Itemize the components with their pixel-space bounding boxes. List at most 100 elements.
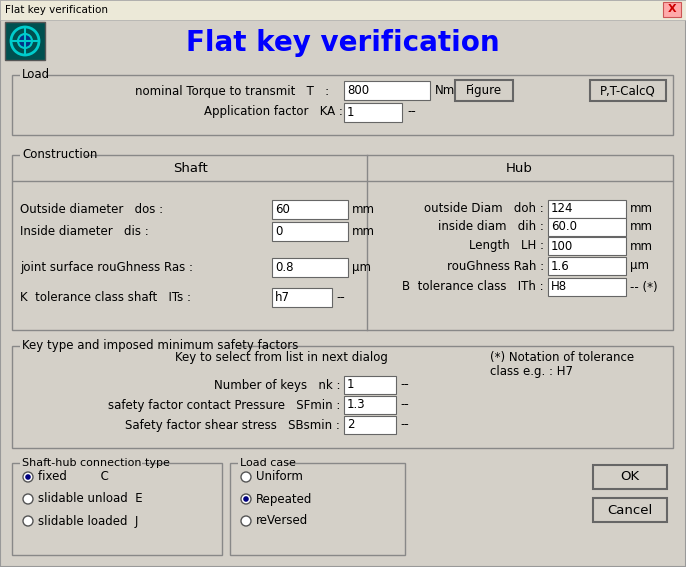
Bar: [12, 346, 673, 448]
Bar: [20, 147, 85, 163]
Text: 2: 2: [347, 418, 355, 431]
Bar: [20, 338, 238, 354]
Text: 0: 0: [275, 225, 283, 238]
Text: H8: H8: [551, 281, 567, 294]
Text: Load case: Load case: [240, 458, 296, 468]
Circle shape: [244, 496, 249, 502]
Text: safety factor contact Pressure   SFmin :: safety factor contact Pressure SFmin :: [108, 399, 340, 412]
Bar: [455, 80, 513, 101]
Bar: [20, 67, 46, 83]
Text: K  tolerance class shaft   ITs :: K tolerance class shaft ITs :: [20, 291, 191, 304]
Text: Figure: Figure: [466, 84, 502, 97]
Text: outside Diam   doh :: outside Diam doh :: [424, 202, 544, 215]
Bar: [548, 218, 626, 236]
Text: Length   LH :: Length LH :: [469, 239, 544, 252]
Circle shape: [23, 472, 33, 482]
Circle shape: [11, 27, 39, 55]
Text: h7: h7: [275, 291, 290, 304]
Bar: [548, 237, 626, 255]
Text: Safety factor shear stress   SBsmin :: Safety factor shear stress SBsmin :: [125, 418, 340, 431]
Text: μm: μm: [630, 260, 649, 273]
Circle shape: [241, 516, 251, 526]
Text: --: --: [400, 399, 409, 412]
Bar: [593, 498, 667, 522]
Text: Key type and imposed minimum safety factors: Key type and imposed minimum safety fact…: [22, 340, 298, 353]
Text: 1: 1: [347, 379, 355, 391]
Text: 1.6: 1.6: [551, 260, 570, 273]
Text: Inside diameter   dis :: Inside diameter dis :: [20, 225, 149, 238]
Bar: [344, 416, 396, 434]
Text: Flat key verification: Flat key verification: [5, 5, 108, 15]
Text: --: --: [336, 291, 345, 304]
Text: X: X: [667, 5, 676, 15]
Text: 1.3: 1.3: [347, 399, 366, 412]
Text: μm: μm: [352, 261, 371, 274]
Bar: [12, 463, 222, 555]
Text: Nm: Nm: [435, 84, 456, 98]
Text: Construction: Construction: [22, 149, 97, 162]
Text: Cancel: Cancel: [607, 503, 652, 517]
Text: mm: mm: [630, 239, 653, 252]
Bar: [548, 200, 626, 218]
Bar: [0, 0, 686, 20]
Bar: [548, 257, 626, 275]
Circle shape: [241, 494, 251, 504]
Text: OK: OK: [620, 471, 639, 484]
Circle shape: [25, 474, 31, 480]
Text: slidable loaded  J: slidable loaded J: [38, 514, 139, 527]
Text: reVersed: reVersed: [256, 514, 308, 527]
Circle shape: [23, 494, 33, 504]
Text: Hub: Hub: [506, 163, 532, 176]
Text: mm: mm: [352, 203, 375, 216]
Bar: [344, 103, 402, 122]
Bar: [344, 376, 396, 394]
Text: slidable unload  E: slidable unload E: [38, 493, 143, 506]
Bar: [5, 22, 45, 60]
Text: class e.g. : H7: class e.g. : H7: [490, 365, 573, 378]
Text: Load: Load: [22, 69, 50, 82]
Text: fixed         C: fixed C: [38, 471, 109, 484]
Text: Shaft: Shaft: [173, 163, 207, 176]
Text: Number of keys   nk :: Number of keys nk :: [213, 379, 340, 391]
Text: nominal Torque to transmit   T   :: nominal Torque to transmit T :: [135, 84, 329, 98]
Text: 0.8: 0.8: [275, 261, 294, 274]
Text: Repeated: Repeated: [256, 493, 312, 506]
Text: Application factor   KA :: Application factor KA :: [204, 105, 343, 119]
Text: Flat key verification: Flat key verification: [186, 29, 500, 57]
Bar: [12, 155, 673, 330]
Bar: [590, 80, 666, 101]
Circle shape: [23, 516, 33, 526]
Circle shape: [18, 34, 32, 48]
Bar: [230, 463, 405, 555]
Text: joint surface rouGhness Ras :: joint surface rouGhness Ras :: [20, 261, 193, 274]
Bar: [344, 81, 430, 100]
Text: mm: mm: [630, 202, 653, 215]
Bar: [272, 258, 348, 277]
Text: Uniform: Uniform: [256, 471, 303, 484]
Bar: [272, 288, 332, 307]
Text: (*) Notation of tolerance: (*) Notation of tolerance: [490, 350, 634, 363]
Text: 60.0: 60.0: [551, 221, 577, 234]
Text: B  tolerance class   ITh :: B tolerance class ITh :: [403, 281, 544, 294]
Text: mm: mm: [352, 225, 375, 238]
Bar: [238, 455, 286, 471]
Text: inside diam   dih :: inside diam dih :: [438, 221, 544, 234]
Text: Key to select from list in next dialog: Key to select from list in next dialog: [175, 350, 388, 363]
Bar: [20, 455, 142, 471]
Text: --: --: [400, 379, 409, 391]
Text: 1: 1: [347, 106, 355, 119]
Bar: [272, 200, 348, 219]
Bar: [344, 396, 396, 414]
Circle shape: [241, 472, 251, 482]
Text: P,T-CalcQ: P,T-CalcQ: [600, 84, 656, 97]
Text: mm: mm: [630, 221, 653, 234]
Text: Shaft-hub connection type: Shaft-hub connection type: [22, 458, 170, 468]
Bar: [12, 75, 673, 135]
Text: --: --: [400, 418, 409, 431]
Text: 60: 60: [275, 203, 290, 216]
Text: 124: 124: [551, 202, 573, 215]
Bar: [663, 2, 681, 17]
Text: Outside diameter   dos :: Outside diameter dos :: [20, 203, 163, 216]
Bar: [593, 465, 667, 489]
Text: rouGhness Rah :: rouGhness Rah :: [447, 260, 544, 273]
